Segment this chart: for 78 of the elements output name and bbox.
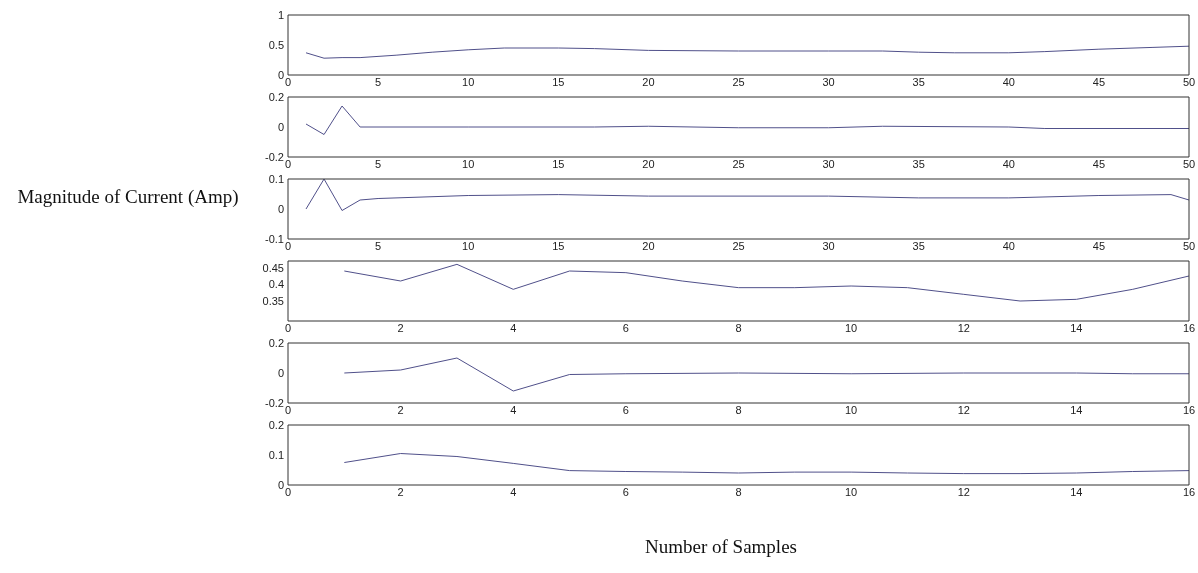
x-tick-label: 14 — [1070, 485, 1083, 498]
x-tick-label: 40 — [1002, 75, 1015, 88]
y-tick-label: 0 — [277, 202, 284, 215]
x-tick-label: 10 — [462, 157, 475, 170]
line-series — [343, 453, 1189, 475]
x-tick-label: 45 — [1092, 75, 1106, 88]
x-tick-label: 30 — [822, 239, 835, 252]
x-tick-label: 10 — [845, 321, 858, 334]
line-series — [305, 45, 1189, 59]
y-tick-label: 0.1 — [268, 172, 284, 185]
x-tick-label: 15 — [552, 239, 565, 252]
x-tick-label: 40 — [1002, 157, 1015, 170]
x-tick-label: 35 — [912, 157, 925, 170]
x-tick-label: 25 — [732, 157, 745, 170]
y-axis-title: Magnitude of Current (Amp) — [16, 185, 240, 209]
y-tick-label: 0.45 — [262, 261, 284, 274]
x-tick-label: 2 — [397, 321, 404, 334]
x-tick-label: 6 — [622, 485, 629, 498]
x-tick-label: 2 — [397, 403, 404, 416]
x-tick-label: 8 — [735, 485, 742, 498]
x-tick-label: 5 — [375, 75, 382, 88]
y-tick-label: -0.1 — [265, 232, 284, 245]
x-tick-label: 12 — [957, 321, 970, 334]
x-tick-label: 16 — [1182, 403, 1196, 416]
y-tick-label: 0 — [277, 366, 284, 379]
x-tick-label: 30 — [822, 157, 835, 170]
y-tick-label: 0.2 — [268, 336, 284, 349]
x-tick-label: 30 — [822, 75, 835, 88]
line-series — [305, 179, 1189, 211]
x-tick-label: 25 — [732, 75, 745, 88]
x-tick-label: 5 — [375, 157, 382, 170]
x-tick-label: 6 — [622, 321, 629, 334]
x-tick-label: 10 — [845, 403, 858, 416]
x-tick-label: 20 — [642, 239, 655, 252]
y-tick-label: 0.35 — [262, 294, 284, 307]
x-tick-label: 45 — [1092, 239, 1106, 252]
x-tick-label: 14 — [1070, 403, 1083, 416]
x-tick-label: 50 — [1182, 239, 1196, 252]
x-tick-label: 45 — [1092, 157, 1106, 170]
x-tick-label: 4 — [510, 321, 517, 334]
x-tick-label: 4 — [510, 403, 517, 416]
y-tick-label: 0.1 — [268, 448, 284, 461]
x-tick-label: 40 — [1002, 239, 1015, 252]
x-tick-label: 4 — [510, 485, 517, 498]
x-tick-label: 8 — [735, 321, 742, 334]
y-tick-label: 0.2 — [268, 90, 284, 103]
x-tick-label: 10 — [462, 75, 475, 88]
x-axis-title: Number of Samples — [644, 536, 798, 558]
x-tick-label: 35 — [912, 239, 925, 252]
y-tick-label: 1 — [277, 8, 284, 21]
x-tick-label: 20 — [642, 157, 655, 170]
x-tick-label: 14 — [1070, 321, 1083, 334]
x-tick-label: 15 — [552, 157, 565, 170]
x-tick-label: 8 — [735, 403, 742, 416]
y-tick-label: 0 — [277, 120, 284, 133]
y-tick-label: -0.2 — [265, 150, 284, 163]
y-tick-label: -0.2 — [265, 396, 284, 409]
y-tick-label: 0.4 — [268, 278, 284, 291]
y-tick-label: 0.2 — [268, 418, 284, 431]
x-tick-label: 12 — [957, 485, 970, 498]
x-tick-label: 2 — [397, 485, 404, 498]
x-tick-label: 10 — [462, 239, 475, 252]
x-tick-label: 6 — [622, 403, 629, 416]
x-tick-label: 16 — [1182, 485, 1196, 498]
x-tick-label: 15 — [552, 75, 565, 88]
line-series — [343, 357, 1189, 392]
x-tick-label: 35 — [912, 75, 925, 88]
x-tick-label: 20 — [642, 75, 655, 88]
x-tick-label: 50 — [1182, 75, 1196, 88]
y-tick-label: 0.5 — [268, 38, 284, 51]
x-tick-label: 5 — [375, 239, 382, 252]
x-tick-label: 50 — [1182, 157, 1196, 170]
x-tick-label: 16 — [1182, 321, 1196, 334]
x-tick-label: 10 — [845, 485, 858, 498]
line-series — [305, 105, 1189, 135]
line-series — [343, 263, 1189, 302]
x-tick-label: 12 — [957, 403, 970, 416]
x-tick-label: 25 — [732, 239, 745, 252]
